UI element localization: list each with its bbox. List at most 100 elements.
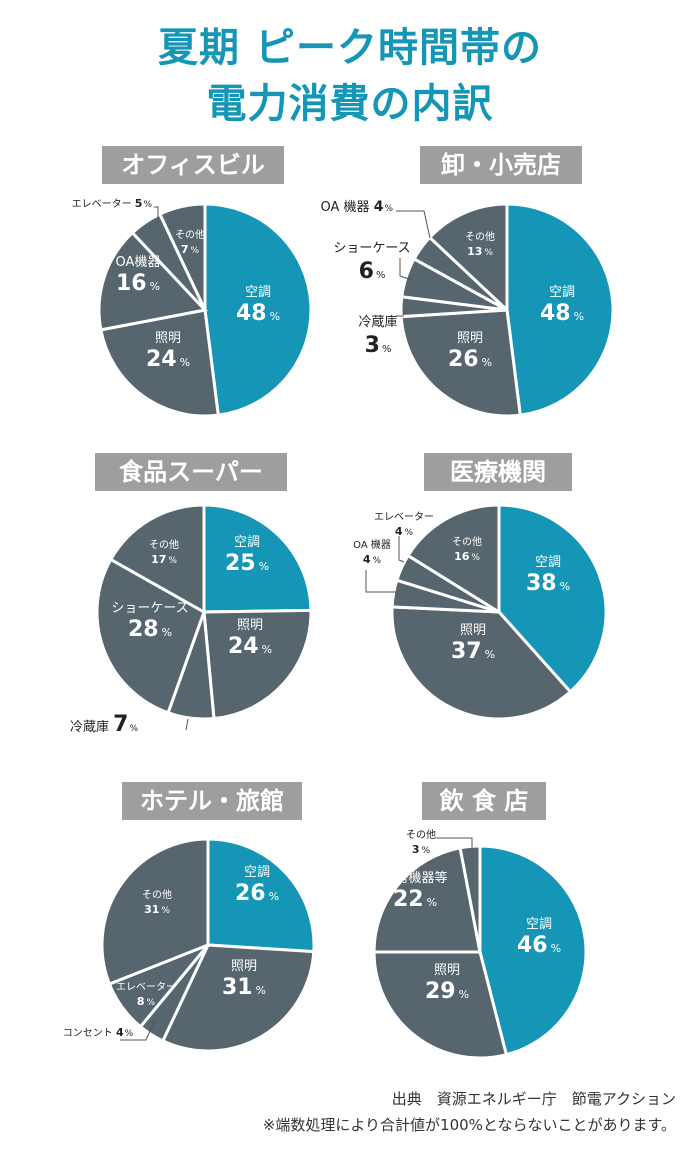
chart-title-hospital: 医療機関 xyxy=(424,453,572,491)
pie-slice xyxy=(505,202,615,417)
leader-line xyxy=(436,837,473,848)
slice-value: 6% xyxy=(359,259,386,284)
slice-label: その他 xyxy=(452,535,482,548)
slice-value: 48% xyxy=(540,301,584,326)
rounding-note: ※端数処理により合計値が100%とならないことがあります。 xyxy=(262,1116,676,1134)
slice-value: 8% xyxy=(137,995,156,1008)
slice-label: OA機器 xyxy=(116,255,161,270)
chart-title-supermarket: 食品スーパー xyxy=(95,453,287,491)
slice-label: 空調 xyxy=(549,285,575,300)
slice-label: OA 機器 xyxy=(353,538,391,551)
slice-label: その他 xyxy=(142,888,172,901)
slice-label: エレベーター xyxy=(116,981,176,993)
pie-slice xyxy=(427,202,509,314)
slice-value: 4% xyxy=(395,525,414,538)
slice-label: エレベーター xyxy=(374,511,434,523)
slice-label: 照明 xyxy=(457,331,483,346)
slice-label: 空調 xyxy=(245,285,271,300)
pie-slice xyxy=(99,308,220,418)
chart-title-restaurant: 飲 食 店 xyxy=(422,782,546,820)
slice-value: 46% xyxy=(517,933,561,958)
slice-label: その他 xyxy=(406,828,436,841)
chart-title-office: オフィスビル xyxy=(102,146,284,184)
leader-line xyxy=(396,210,431,239)
slice-label: OA 機器 4% xyxy=(321,199,394,215)
pie-slice xyxy=(406,503,501,615)
slice-label: 厨房機器等 xyxy=(382,870,447,886)
slice-value: 4% xyxy=(363,553,382,566)
slice-label: 空調 xyxy=(234,535,260,550)
source-note: 出典 資源エネルギー庁 節電アクション xyxy=(391,1090,676,1108)
slice-value: 31% xyxy=(222,975,266,1000)
leader-line xyxy=(399,258,413,281)
slice-label: その他 xyxy=(175,228,205,241)
pie-slice xyxy=(202,608,313,721)
pie-slice xyxy=(100,837,210,986)
pie-slice xyxy=(97,230,208,332)
leader-line xyxy=(398,536,405,563)
slice-label: コンセント 4% xyxy=(63,1026,134,1039)
slice-value: 38% xyxy=(526,571,570,596)
slice-label: 照明 xyxy=(460,623,486,638)
slice-label: 空調 xyxy=(535,555,561,570)
pie-slice xyxy=(202,503,313,614)
slice-value: 37% xyxy=(451,639,495,664)
slice-label: 照明 xyxy=(434,963,460,978)
slice-value: 24% xyxy=(228,634,272,659)
leader-line xyxy=(185,718,189,731)
pie-slice xyxy=(390,605,573,721)
slice-value: 17% xyxy=(151,553,177,566)
slice-label: ショーケース xyxy=(111,601,188,616)
slice-label: その他 xyxy=(465,230,495,243)
slice-value: 25% xyxy=(225,551,269,576)
slice-value: 13% xyxy=(467,245,493,258)
slice-value: 31% xyxy=(144,903,170,916)
slice-value: 3% xyxy=(365,333,392,358)
pie-slice xyxy=(206,837,316,954)
pie-slice xyxy=(157,202,207,311)
leader-line xyxy=(154,206,159,222)
slice-label: 冷蔵庫 7% xyxy=(70,712,138,737)
slice-label: 照明 xyxy=(237,618,263,633)
slice-label: 照明 xyxy=(231,959,257,974)
pie-slice xyxy=(478,844,588,1057)
slice-label: その他 xyxy=(149,538,179,551)
pie-slice xyxy=(372,846,482,954)
pie-slice xyxy=(497,503,608,694)
leader-line xyxy=(120,1019,156,1041)
slice-value: 16% xyxy=(454,550,480,563)
slice-value: 28% xyxy=(128,617,172,642)
slice-value: 16% xyxy=(116,271,160,296)
leader-line xyxy=(365,570,396,593)
slice-value: 24% xyxy=(146,347,190,372)
slice-label: 照明 xyxy=(155,331,181,346)
slice-label: 空調 xyxy=(526,917,552,932)
pie-slice xyxy=(372,950,509,1060)
slice-label: ショーケース xyxy=(333,241,410,256)
slice-label: 冷蔵庫 xyxy=(358,315,397,330)
chart-title-hotel: ホテル・旅館 xyxy=(122,782,302,820)
pie-slice xyxy=(108,503,206,615)
slice-value: 22% xyxy=(393,887,437,912)
pie-slice xyxy=(160,943,316,1053)
pie-slice xyxy=(458,844,482,953)
pie-slice xyxy=(203,202,313,417)
page-title-line-2: 電力消費の内訳 xyxy=(206,81,494,127)
slice-value: 26% xyxy=(235,881,279,906)
chart-title-retail: 卸・小売店 xyxy=(420,146,582,184)
slice-label: エレベーター 5% xyxy=(72,197,153,210)
slice-value: 7% xyxy=(181,243,200,256)
slice-value: 48% xyxy=(236,301,280,326)
pie-slice xyxy=(399,308,522,418)
slice-value: 3% xyxy=(412,843,431,856)
slice-value: 29% xyxy=(425,979,469,1004)
slice-label: 空調 xyxy=(244,865,270,880)
page-title-line-1: 夏期 ピーク時間帯の xyxy=(158,25,542,71)
